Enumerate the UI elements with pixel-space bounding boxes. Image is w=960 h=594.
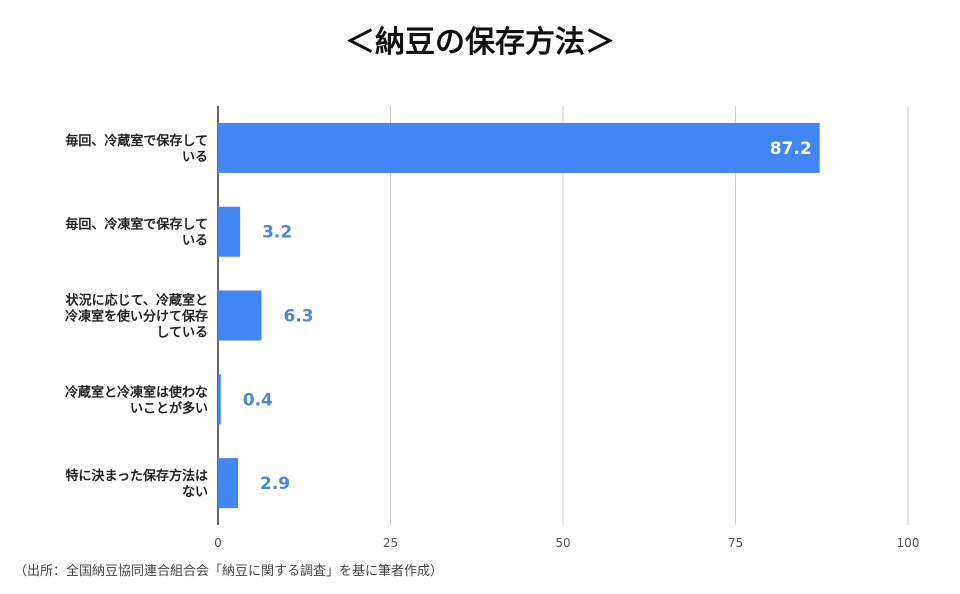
x-tick-label: 0 bbox=[214, 536, 222, 550]
data-label: 87.2 bbox=[770, 139, 812, 159]
source-note: （出所：全国納豆協同連合組合会「納豆に関する調査」を基に筆者作成） bbox=[14, 563, 443, 579]
bar bbox=[218, 458, 239, 509]
grid-lines bbox=[390, 106, 909, 525]
data-label: 2.9 bbox=[260, 474, 290, 494]
x-tick-label: 75 bbox=[728, 536, 743, 550]
data-label: 0.4 bbox=[243, 390, 273, 410]
x-tick-label: 100 bbox=[897, 536, 920, 550]
bar bbox=[218, 374, 221, 425]
category-label: 毎回、冷凍室で保存している bbox=[65, 217, 208, 249]
category-label: 毎回、冷蔵室で保存している bbox=[65, 133, 208, 165]
category-label: 特に決まった保存方法はない bbox=[66, 468, 208, 500]
data-label: 3.2 bbox=[262, 223, 292, 243]
data-label: 6.3 bbox=[283, 307, 313, 327]
category-label: 状況に応じて、冷蔵室と冷凍室を使い分けて保存している bbox=[65, 293, 208, 341]
x-tick-label: 50 bbox=[555, 536, 570, 550]
x-tick-label: 25 bbox=[383, 536, 398, 550]
bar bbox=[218, 122, 820, 173]
bar bbox=[218, 290, 262, 341]
category-labels: 毎回、冷蔵室で保存している毎回、冷凍室で保存している状況に応じて、冷蔵室と冷凍室… bbox=[65, 133, 208, 500]
chart-title: ＜納豆の保存方法＞ bbox=[345, 25, 615, 60]
bars bbox=[218, 122, 820, 509]
category-label: 冷蔵室と冷凍室は使わないことが多い bbox=[65, 384, 208, 416]
value-labels: 87.2 3.2 6.3 0.4 2.9 bbox=[243, 139, 812, 494]
bar bbox=[218, 206, 241, 257]
